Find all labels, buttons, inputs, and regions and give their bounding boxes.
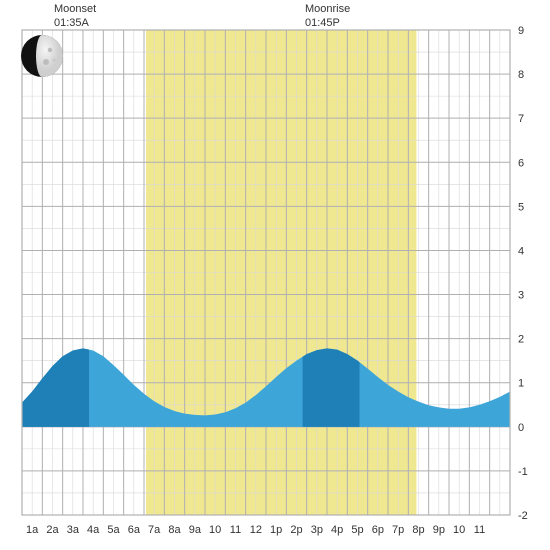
y-tick-label: 4 xyxy=(518,245,524,257)
x-tick-label: 1p xyxy=(270,524,282,536)
moonset-label: Moonset 01:35A xyxy=(54,2,96,31)
tide-chart: Moonset 01:35A Moonrise 01:45P -2-101234… xyxy=(0,0,550,550)
moonrise-title: Moonrise xyxy=(305,3,350,15)
x-tick-label: 7p xyxy=(392,524,404,536)
moon-phase-icon xyxy=(20,34,64,78)
y-tick-label: 7 xyxy=(518,113,524,125)
x-tick-label: 5p xyxy=(351,524,363,536)
y-tick-label: 5 xyxy=(518,201,524,213)
x-tick-label: 11 xyxy=(474,524,485,536)
x-tick-label: 3a xyxy=(67,524,80,536)
x-tick-label: 12 xyxy=(250,524,262,536)
x-tick-label: 2p xyxy=(290,524,302,536)
x-tick-label: 1a xyxy=(26,524,39,536)
x-tick-label: 7a xyxy=(148,524,161,536)
y-tick-label: 1 xyxy=(518,378,524,390)
y-tick-label: 9 xyxy=(518,25,524,37)
x-tick-label: 9p xyxy=(433,524,445,536)
x-tick-label: 10 xyxy=(209,524,221,536)
x-tick-label: 4a xyxy=(87,524,100,536)
x-tick-label: 11 xyxy=(230,524,241,536)
x-tick-label: 2a xyxy=(46,524,59,536)
moonset-title: Moonset xyxy=(54,3,96,15)
y-tick-label: 3 xyxy=(518,290,524,302)
x-tick-label: 5a xyxy=(107,524,120,536)
x-tick-label: 4p xyxy=(331,524,343,536)
moonset-time: 01:35A xyxy=(54,17,89,29)
moonrise-time: 01:45P xyxy=(305,17,340,29)
x-tick-label: 3p xyxy=(311,524,323,536)
y-tick-label: 0 xyxy=(518,422,524,434)
x-tick-label: 10 xyxy=(453,524,465,536)
x-tick-label: 6p xyxy=(372,524,384,536)
x-tick-label: 8p xyxy=(412,524,424,536)
y-tick-label: 6 xyxy=(518,157,524,169)
y-tick-label: -1 xyxy=(518,466,528,478)
chart-svg: -2-101234567891a2a3a4a5a6a7a8a9a1011121p… xyxy=(0,0,550,550)
y-tick-label: 8 xyxy=(518,69,524,81)
y-tick-label: -2 xyxy=(518,510,528,522)
x-tick-label: 8a xyxy=(168,524,181,536)
moonrise-label: Moonrise 01:45P xyxy=(305,2,350,31)
y-tick-label: 2 xyxy=(518,334,524,346)
x-tick-label: 9a xyxy=(189,524,202,536)
x-tick-label: 6a xyxy=(128,524,141,536)
